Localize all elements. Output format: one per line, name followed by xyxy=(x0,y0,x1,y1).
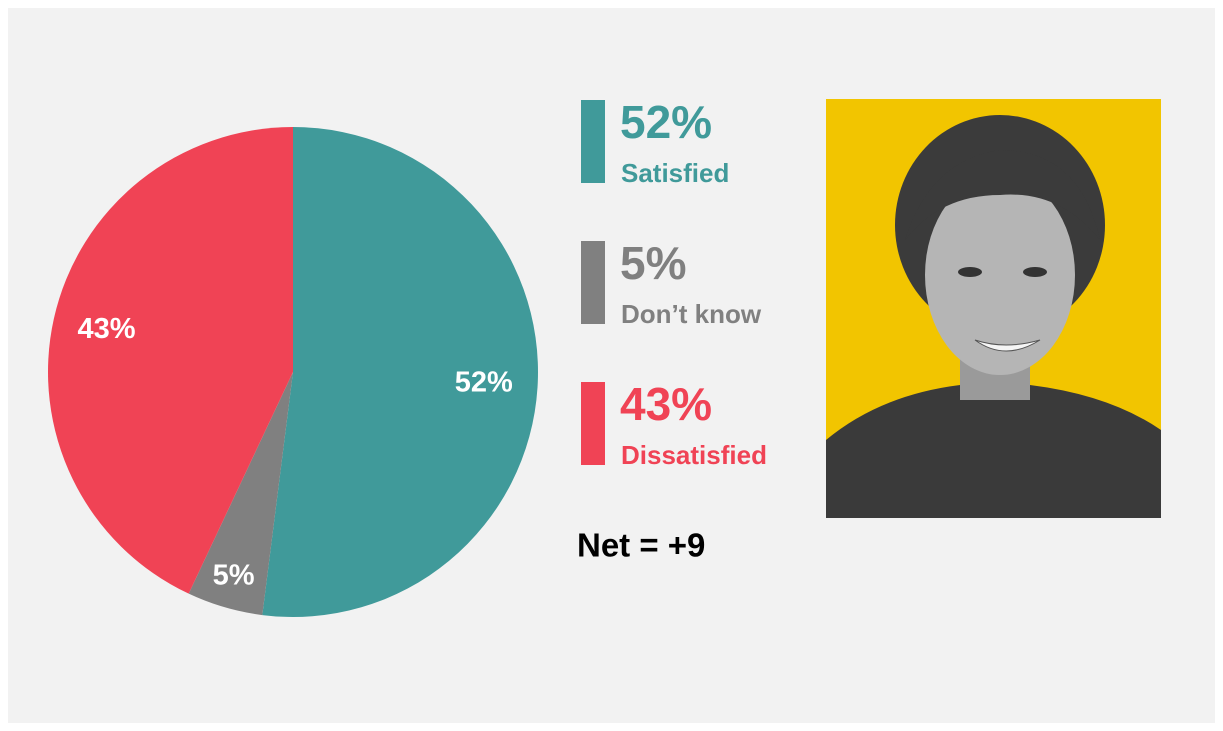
portrait xyxy=(826,99,1161,518)
pie-slice xyxy=(188,372,293,616)
portrait-eye xyxy=(1023,267,1047,277)
legend-swatch xyxy=(581,100,605,183)
slice-label: 52% xyxy=(455,367,513,399)
legend-label: Satisfied xyxy=(621,158,729,188)
legend-swatch xyxy=(581,382,605,465)
legend-swatch xyxy=(581,241,605,324)
legend-value: 43% xyxy=(620,378,712,430)
net-annotation: Net = +9 xyxy=(577,527,705,564)
legend-label: Dissatisfied xyxy=(621,440,767,470)
legend-value: 52% xyxy=(620,96,712,148)
portrait-fringe xyxy=(905,150,1100,240)
legend-value: 5% xyxy=(620,237,686,289)
legend-label: Don’t know xyxy=(621,299,762,329)
portrait-eye xyxy=(958,267,982,277)
slice-label: 43% xyxy=(77,313,135,345)
pie-slice xyxy=(48,126,293,594)
slice-label: 5% xyxy=(213,559,255,591)
pie-slice xyxy=(262,127,538,617)
portrait-shoulders xyxy=(826,385,1161,518)
portrait-face xyxy=(925,175,1075,375)
portrait-smile xyxy=(974,339,1041,352)
